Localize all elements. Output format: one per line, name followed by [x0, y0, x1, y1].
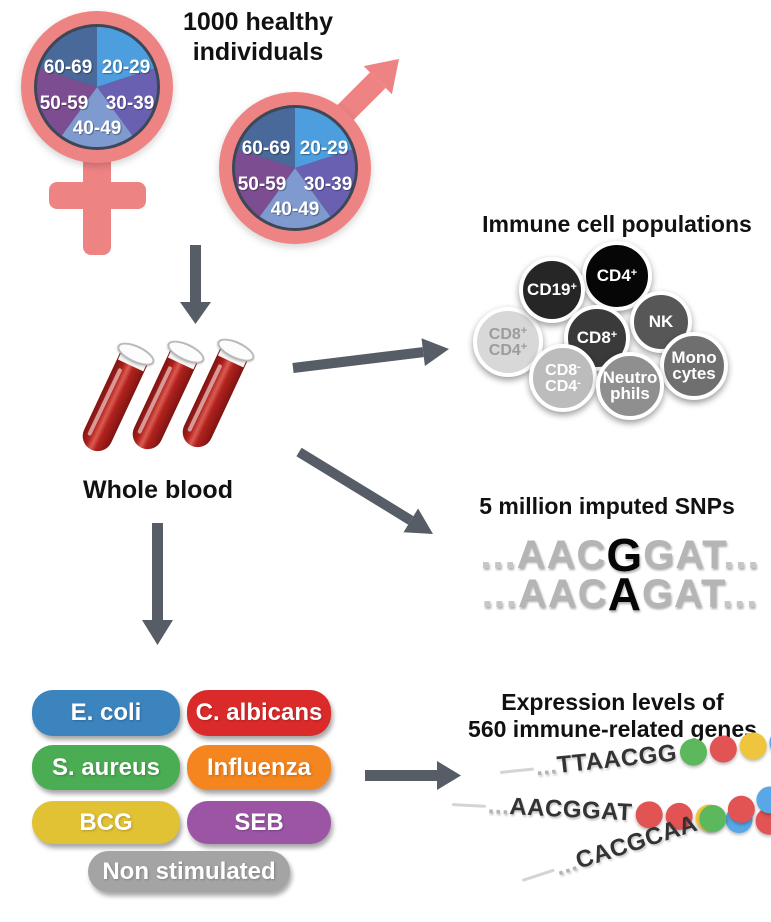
pie-slice-40-49	[259, 168, 331, 229]
pie-label: 60-69	[44, 57, 93, 78]
female-age-pie-chart: 20-29 30-39 40-49 50-59 60-69	[34, 24, 160, 150]
expression-title: Expression levels of 560 immune-related …	[450, 689, 771, 743]
pie-label: 20-29	[300, 138, 349, 159]
pie-label: 30-39	[106, 93, 155, 114]
cohort-title-line2: individuals	[192, 37, 324, 66]
pie-label: 50-59	[40, 93, 89, 114]
arrow-blood-to-stimulation	[142, 523, 173, 645]
pie-slice-60-69	[39, 27, 97, 87]
male-age-pie-chart: 20-29 30-39 40-49 50-59 60-69	[232, 105, 358, 231]
immune-populations-title: Immune cell populations	[482, 211, 752, 237]
pie-label: 30-39	[304, 174, 353, 195]
gene-dot-blue	[752, 782, 771, 817]
arrow-cohort-to-blood	[180, 245, 211, 324]
sequence-ellipsis: ...	[723, 533, 760, 577]
gene-dot-yellow	[738, 730, 768, 761]
cohort-title-line1: 1000 healthy	[182, 8, 334, 36]
pie-slice-50-59	[37, 68, 97, 136]
pie-label: 40-49	[271, 199, 320, 220]
cell-cd8neg-cd4neg: CD8- CD4-	[529, 344, 597, 412]
snp-variant-letter: G	[606, 529, 644, 581]
pie-slice-30-39	[295, 149, 355, 217]
arrow-stimulation-to-expression	[365, 761, 461, 790]
pie-slice-60-69	[237, 108, 295, 168]
pie-slice-30-39	[97, 68, 157, 136]
arrow-blood-to-immune-cells	[292, 338, 449, 373]
cell-monocytes: Mono cytes	[660, 332, 728, 400]
expression-title-line2: 560 immune-related genes	[468, 716, 757, 743]
pie-slice-40-49	[61, 87, 133, 148]
strand-line	[521, 868, 555, 882]
whole-blood-label: Whole blood	[83, 476, 233, 504]
snp-variant-letter: A	[607, 568, 642, 620]
pie-label: 40-49	[73, 118, 122, 139]
gene-dot-green	[678, 736, 709, 767]
strand-line	[499, 766, 534, 774]
pie-slice-20-29	[97, 27, 155, 87]
pie-label: 60-69	[242, 138, 291, 159]
snps-title: 5 million imputed SNPs	[479, 493, 735, 519]
cell-cd19pos: CD19+	[519, 257, 585, 323]
pie-slice-50-59	[235, 149, 295, 217]
arrow-blood-to-snps	[296, 447, 433, 534]
stimulus-non-stimulated: Non stimulated	[88, 851, 290, 892]
snp-sequence-1: ...AACGGAT...	[480, 529, 760, 581]
expression-title-line1: Expression levels of	[501, 689, 724, 715]
female-symbol-crossbar	[49, 182, 146, 209]
sequence-ellipsis: ...	[480, 533, 517, 577]
cell-neutrophils: Neutro phils	[596, 352, 664, 420]
sequence-ellipsis: ...	[481, 572, 519, 616]
pie-label: 20-29	[102, 57, 151, 78]
sequence-ellipsis: ...	[721, 572, 759, 616]
strand-line	[451, 802, 487, 808]
pie-label: 50-59	[238, 174, 287, 195]
stimulus-bcg: BCG	[32, 801, 180, 844]
stimulus-seb: SEB	[187, 801, 331, 844]
stimulus-calbicans: C. albicans	[187, 690, 331, 736]
stimulus-influenza: Influenza	[187, 745, 331, 790]
pie-slice-20-29	[295, 108, 353, 168]
cohort-title: 1000 healthy individuals	[148, 8, 368, 67]
stimulus-ecoli: E. coli	[32, 690, 180, 736]
snp-sequence-2: ...AACAGAT...	[481, 568, 759, 620]
stimulus-saureus: S. aureus	[32, 745, 180, 790]
gene-dot-red	[708, 733, 738, 764]
